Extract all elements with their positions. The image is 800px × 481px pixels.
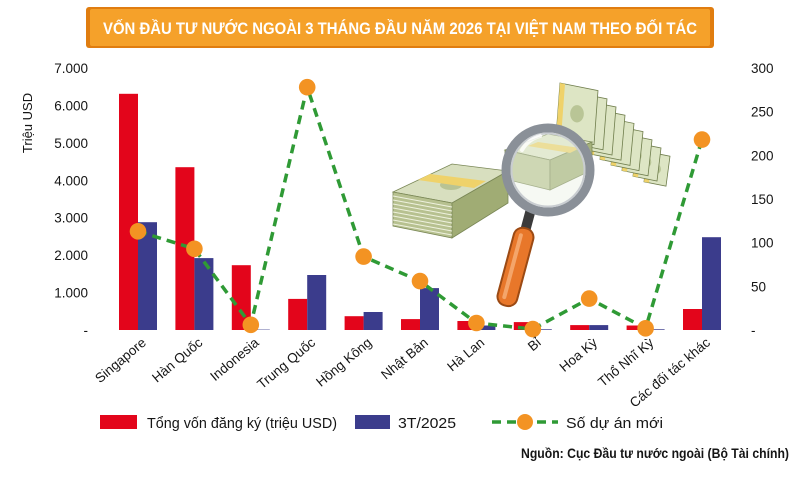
total-registered-bar — [401, 319, 420, 330]
y-tick-label-right: 150 — [751, 192, 774, 207]
q1-2025-bar — [307, 275, 327, 330]
money-brick-stripe — [392, 211, 453, 224]
q1-2025-bar — [645, 329, 665, 330]
y-tick-label-right: 100 — [751, 236, 774, 251]
x-tick-label: Indonesia — [207, 335, 262, 384]
title-banner: VỐN ĐẦU TƯ NƯỚC NGOÀI 3 THÁNG ĐẦU NĂM 20… — [86, 7, 714, 48]
chart-title: VỐN ĐẦU TƯ NƯỚC NGOÀI 3 THÁNG ĐẦU NĂM 20… — [103, 18, 697, 38]
money-brick-stripe — [392, 195, 453, 208]
y-tick-label-right: 300 — [751, 61, 774, 76]
y-tick-label-right: 200 — [751, 148, 774, 163]
y-tick-label-left: 7.000 — [54, 61, 88, 76]
source-note: Nguồn: Cục Đầu tư nước ngoài (Bộ Tài chí… — [521, 445, 789, 461]
legend-marker-new-projects — [517, 414, 533, 430]
total-registered-bar — [231, 265, 251, 330]
y-tick-label-left: 4.000 — [54, 173, 88, 188]
x-tick-label: Hà Lan — [444, 335, 487, 374]
new-projects-marker — [637, 320, 654, 337]
total-registered-bar — [457, 321, 477, 330]
money-brick-stripe — [392, 207, 453, 220]
magnifier-lens-rim — [510, 132, 586, 208]
x-tick-label: Bỉ — [525, 335, 544, 354]
magnifier-glare — [520, 134, 542, 152]
line-series — [129, 78, 711, 338]
magnifier-handle — [496, 209, 536, 308]
banknote-edge — [556, 83, 565, 138]
banknote-row — [555, 82, 671, 187]
total-registered-bar — [570, 325, 590, 330]
q1-2025-bar — [363, 312, 383, 330]
magnifier-grip-highlight — [502, 233, 523, 300]
legend-label-new-projects: Số dự án mới — [566, 415, 663, 432]
total-registered-bar — [119, 93, 138, 330]
x-tick-label: Nhật Bản — [378, 335, 431, 383]
legend-label-total-registered: Tổng vốn đăng ký (triệu USD) — [147, 415, 337, 432]
new-projects-marker — [693, 131, 711, 148]
y-tick-label-right: 50 — [751, 279, 766, 294]
new-projects-marker — [468, 314, 485, 332]
y-tick-label-left: 3.000 — [54, 211, 88, 226]
x-tick-label: Hồng Kông — [313, 335, 374, 390]
magnifier-neck — [520, 209, 536, 232]
new-projects-marker — [129, 223, 147, 240]
x-tick-label: Trung Quốc — [254, 335, 318, 392]
x-tick-label: Singapore — [92, 335, 149, 386]
legend-swatch-total-registered — [100, 415, 137, 429]
magnifier-lens — [501, 123, 595, 217]
total-registered-bar — [344, 316, 364, 330]
y-tick-label-left: - — [84, 323, 89, 338]
y-tick-label-left: 2.000 — [54, 248, 88, 263]
total-registered-bar — [288, 298, 308, 330]
money-magnifier-illustration — [391, 82, 671, 308]
new-projects-marker — [186, 240, 203, 258]
money-brick-stripe — [392, 203, 453, 216]
y-tick-label-right: 250 — [751, 105, 774, 120]
new-projects-marker — [580, 290, 598, 307]
x-tick-label: Hoa Kỳ — [557, 335, 601, 375]
bar-series — [119, 93, 721, 330]
magnifying-glass-icon — [496, 123, 595, 308]
y-tick-label-left: 1.000 — [54, 286, 88, 301]
q1-2025-bar — [420, 288, 439, 330]
x-tick-label: Hàn Quốc — [149, 335, 205, 386]
legend-label-3t-2025: 3T/2025 — [398, 415, 456, 432]
new-projects-marker — [524, 320, 542, 338]
total-registered-bar — [513, 322, 533, 330]
q1-2025-bar — [476, 325, 496, 330]
q1-2025-bar — [194, 258, 214, 330]
new-projects-marker — [242, 316, 260, 334]
total-registered-bar — [626, 325, 646, 330]
total-registered-bar — [175, 167, 195, 330]
money-band — [418, 174, 486, 188]
banner-background — [90, 9, 710, 46]
q1-2025-bar — [589, 325, 609, 330]
q1-2025-bar — [138, 222, 157, 330]
y-axis-title: Triệu USD — [20, 93, 35, 153]
y-tick-label-left: 5.000 — [54, 136, 88, 151]
total-registered-bar — [683, 309, 702, 330]
legend: Tổng vốn đăng ký (triệu USD) 3T/2025 Số … — [100, 414, 663, 432]
y-tick-label-right: - — [751, 323, 756, 338]
money-brick-stripe — [392, 215, 453, 228]
money-brick — [391, 163, 510, 239]
money-brick-stripe — [392, 219, 453, 232]
magnifier-grip — [496, 226, 535, 308]
lens-stack-band — [528, 142, 580, 153]
money-brick-side — [451, 170, 509, 239]
new-projects-marker — [411, 272, 429, 290]
banknote-portrait — [570, 105, 584, 123]
q1-2025-bar — [532, 329, 552, 330]
y-axis-right-ticks: - 50 100 150 200 250 300 — [751, 61, 774, 338]
new-projects-marker — [355, 248, 372, 265]
money-brick-stripe — [392, 223, 453, 236]
money-brick-stripes — [392, 195, 453, 236]
q1-2025-bar — [702, 237, 721, 330]
legend-swatch-3t-2025 — [355, 415, 390, 429]
new-projects-marker — [298, 78, 316, 96]
y-tick-label-left: 6.000 — [54, 98, 88, 113]
money-brick-stripe — [392, 199, 453, 212]
y-axis-left-ticks: - 1.000 2.000 3.000 4.000 5.000 6.000 7.000 — [54, 61, 88, 338]
